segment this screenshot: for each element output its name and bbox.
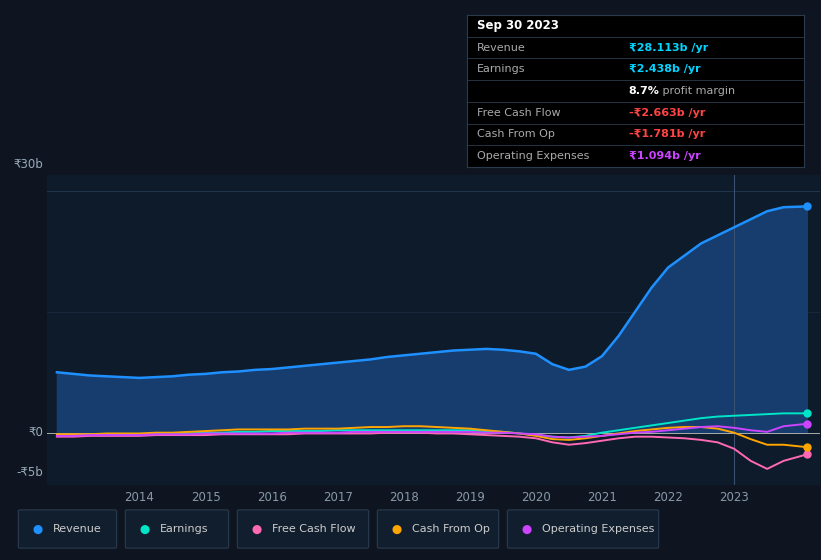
Text: ₹30b: ₹30b — [13, 158, 43, 171]
Text: -₹5b: -₹5b — [16, 466, 43, 479]
Text: 8.7%: 8.7% — [629, 86, 659, 96]
Text: ⬤: ⬤ — [33, 524, 44, 534]
Text: ⬤: ⬤ — [252, 524, 262, 534]
Text: Revenue: Revenue — [53, 524, 102, 534]
Text: Free Cash Flow: Free Cash Flow — [272, 524, 355, 534]
Text: ₹28.113b /yr: ₹28.113b /yr — [629, 43, 708, 53]
Text: ⬤: ⬤ — [522, 524, 532, 534]
Text: ⬤: ⬤ — [392, 524, 402, 534]
Text: ₹2.438b /yr: ₹2.438b /yr — [629, 64, 700, 74]
Text: Free Cash Flow: Free Cash Flow — [477, 108, 561, 118]
Text: ⬤: ⬤ — [140, 524, 150, 534]
Text: ₹1.094b /yr: ₹1.094b /yr — [629, 151, 700, 161]
Text: ₹0: ₹0 — [28, 426, 43, 439]
Text: Operating Expenses: Operating Expenses — [477, 151, 589, 161]
Text: Operating Expenses: Operating Expenses — [542, 524, 654, 534]
Text: -₹2.663b /yr: -₹2.663b /yr — [629, 108, 705, 118]
Text: Earnings: Earnings — [477, 64, 525, 74]
Text: Earnings: Earnings — [160, 524, 209, 534]
Text: Cash From Op: Cash From Op — [412, 524, 489, 534]
Text: -₹1.781b /yr: -₹1.781b /yr — [629, 129, 705, 139]
Text: Cash From Op: Cash From Op — [477, 129, 555, 139]
Text: Sep 30 2023: Sep 30 2023 — [477, 20, 559, 32]
Text: Revenue: Revenue — [477, 43, 526, 53]
Text: profit margin: profit margin — [659, 86, 736, 96]
